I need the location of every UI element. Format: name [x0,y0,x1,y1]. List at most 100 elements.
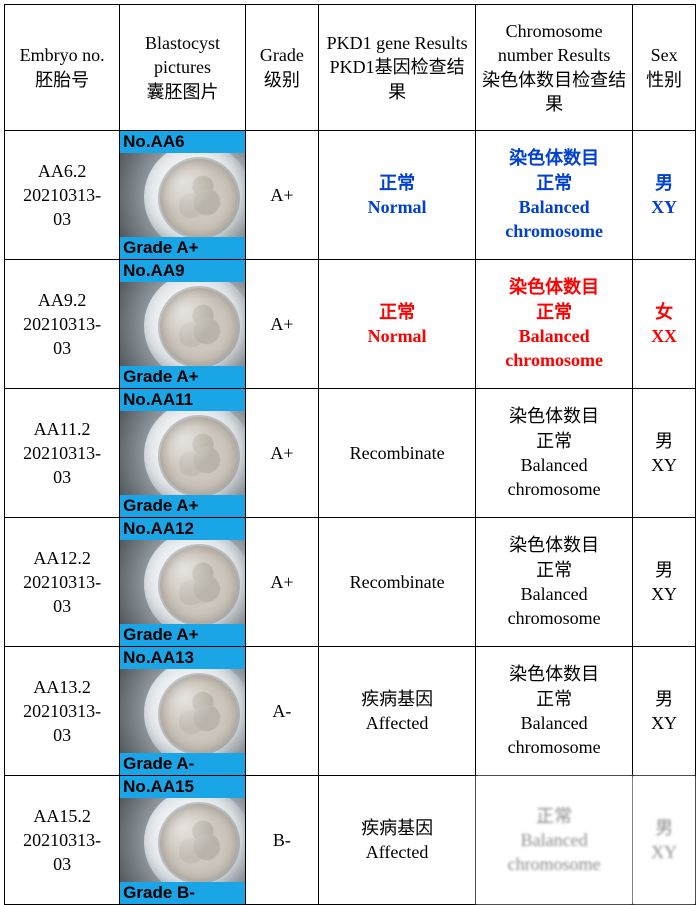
embryo-icon [160,675,238,753]
embryo-date: 20210313- [23,572,101,592]
blastocyst-image: No.AA15 Grade B- [120,776,245,904]
image-bottom-band: Grade A+ [120,495,245,517]
grade-cell: A+ [245,131,318,260]
blastocyst-image: No.AA11 Grade A+ [120,389,245,517]
chrom-line: chromosome [508,854,601,874]
embryo-date: 20210313- [23,830,101,850]
pkd1-result-cell: Recombinate [319,389,476,518]
col-sex: Sex性别 [633,5,696,131]
chrom-line: 染色体数目 [509,277,599,297]
sex-en: XY [651,842,677,862]
col-chrom: Chromosome number Results染色体数目检查结果 [476,5,633,131]
grade-cell: B- [245,776,318,905]
chrom-line: Balanced [519,326,590,346]
col-picture: Blastocyst pictures 囊胚图片 [120,5,246,131]
sex-cell: 男 XY [633,776,696,905]
embryo-id-cell: AA11.220210313-03 [5,389,120,518]
image-bottom-label: Grade A+ [123,237,198,259]
embryo-date: 20210313- [23,701,101,721]
pkd1-result-cell: 正常 Normal [319,131,476,260]
image-top-label: No.AA6 [123,131,184,153]
table-row: AA11.220210313-03 No.AA11 Grade A+ A+Rec… [5,389,696,518]
grade-cell: A+ [245,518,318,647]
embryo-id: AA12.2 [33,548,91,568]
chrom-line: 正常 [536,560,572,580]
chrom-line: Balanced [521,584,588,604]
grade-cell: A+ [245,260,318,389]
image-bottom-label: Grade A+ [123,495,198,517]
embryo-id: AA11.2 [34,419,91,439]
blastocyst-picture-cell: No.AA6 Grade A+ [120,131,246,260]
col-embryo: Embryo no. 胚胎号 [5,5,120,131]
embryo-date: 20210313- [23,185,101,205]
chrom-line: 染色体数目 [509,148,599,168]
pkd1-en: Affected [366,842,429,862]
blastocyst-picture-cell: No.AA9 Grade A+ [120,260,246,389]
sex-zh: 男 [655,431,673,451]
embryo-icon [160,417,238,495]
image-bottom-band: Grade A+ [120,624,245,646]
col-en: Blastocyst pictures [145,33,220,77]
image-top-band: No.AA6 [120,131,245,153]
col-zh: 囊胚图片 [146,82,218,102]
image-top-band: No.AA11 [120,389,245,411]
pkd1-result-cell: 正常Normal [319,260,476,389]
blastocyst-picture-cell: No.AA13 Grade A- [120,647,246,776]
image-top-band: No.AA15 [120,776,245,798]
pkd1-en: Normal [368,326,427,346]
col-en: Embryo no. [20,45,105,65]
sex-zh: 男 [655,173,673,193]
col-zh: 胚胎号 [35,70,89,90]
sex-cell: 女XX [633,260,696,389]
col-en: Grade [260,45,304,65]
col-zh: PKD1基因检查结果 [330,57,465,101]
pkd1-en: Recombinate [350,443,445,463]
pkd1-en: Recombinate [350,572,445,592]
image-bottom-label: Grade B- [123,882,195,904]
embryo-date2: 03 [53,725,71,745]
pkd1-result-cell: 疾病基因 Affected [319,776,476,905]
image-bottom-label: Grade A+ [123,624,198,646]
chromosome-result-cell: 染色体数目正常Balancedchromosome [476,131,633,260]
embryo-id-cell: AA15.220210313-03 [5,776,120,905]
blastocyst-image: No.AA6 Grade A+ [120,131,245,259]
sex-en: XY [651,455,677,475]
sex-cell: 男 XY [633,518,696,647]
chromosome-result-cell: 染色体数目正常Balancedchromosome [476,518,633,647]
chrom-line: Balanced [521,830,588,850]
sex-zh: 男 [655,818,673,838]
pkd1-zh: 疾病基因 [361,818,433,838]
image-bottom-band: Grade A+ [120,237,245,259]
sex-cell: 男 XY [633,131,696,260]
image-bottom-band: Grade B- [120,882,245,904]
embryo-results-table: Embryo no. 胚胎号 Blastocyst pictures 囊胚图片 Gr… [4,4,696,905]
embryo-id: AA15.2 [33,806,91,826]
pkd1-en: Normal [368,197,427,217]
embryo-date: 20210313- [23,443,101,463]
chromosome-result-cell: 染色体数目正常Balancedchromosome [476,647,633,776]
grade-cell: A- [245,647,318,776]
embryo-icon [160,804,238,882]
col-zh: 染色体数目检查结果 [482,70,626,114]
sex-zh: 女 [655,302,673,322]
embryo-id-cell: AA6.220210313-03 [5,131,120,260]
blastocyst-image: No.AA13 Grade A- [120,647,245,775]
image-top-label: No.AA13 [123,647,194,669]
chrom-line: chromosome [508,608,601,628]
pkd1-zh: 正常 [379,173,415,193]
image-top-band: No.AA12 [120,518,245,540]
pkd1-result-cell: Recombinate [319,518,476,647]
sex-en: XY [651,197,677,217]
chrom-line: Balanced [521,713,588,733]
image-top-label: No.AA9 [123,260,184,282]
chrom-line: chromosome [508,479,601,499]
image-bottom-label: Grade A+ [123,366,198,388]
pkd1-zh: 疾病基因 [361,689,433,709]
embryo-icon [160,159,238,237]
chrom-line: chromosome [505,221,603,241]
embryo-id-cell: AA12.220210313-03 [5,518,120,647]
embryo-icon [160,546,238,624]
sex-en: XY [651,584,677,604]
sex-zh: 男 [655,560,673,580]
chrom-line: chromosome [505,350,603,370]
